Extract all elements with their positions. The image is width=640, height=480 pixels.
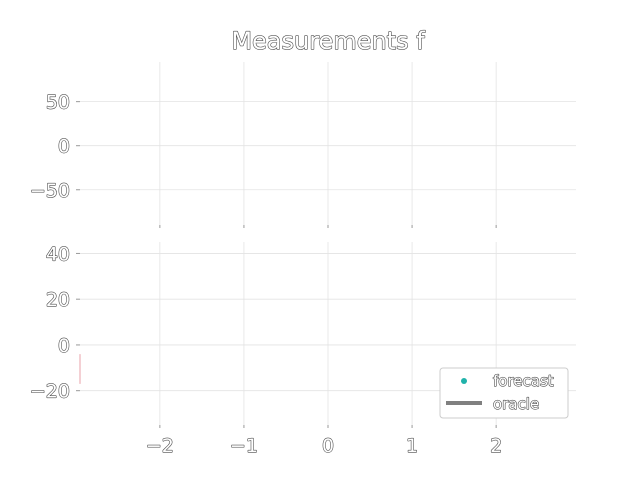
legend-oracle-label: oracle xyxy=(493,395,539,413)
legend: forecast oracle xyxy=(439,367,569,419)
x-tick-label: −2 xyxy=(146,435,174,457)
y-tick-label: −50 xyxy=(30,180,70,202)
x-tick-label: −1 xyxy=(230,435,258,457)
y-tick-label: 0 xyxy=(58,335,70,357)
x-tick-label: 1 xyxy=(406,435,418,457)
legend-forecast-marker xyxy=(461,378,467,384)
legend-box xyxy=(439,367,569,419)
x-tick-label: 0 xyxy=(322,435,334,457)
chart-title: Measurements f xyxy=(231,27,425,55)
top-panel: 50 0 −50 xyxy=(29,62,576,228)
y-tick-label: 0 xyxy=(58,136,70,158)
y-tick-label: 20 xyxy=(46,289,70,311)
x-tick-label: 2 xyxy=(490,435,502,457)
y-tick-label: −20 xyxy=(30,381,70,403)
legend-forecast-label: forecast xyxy=(493,372,554,390)
y-tick-label: 50 xyxy=(46,92,70,114)
y-tick-label: 40 xyxy=(46,243,70,265)
bottom-panel: −2 −1 0 1 2 40 20 0 −20 xyxy=(29,242,576,458)
